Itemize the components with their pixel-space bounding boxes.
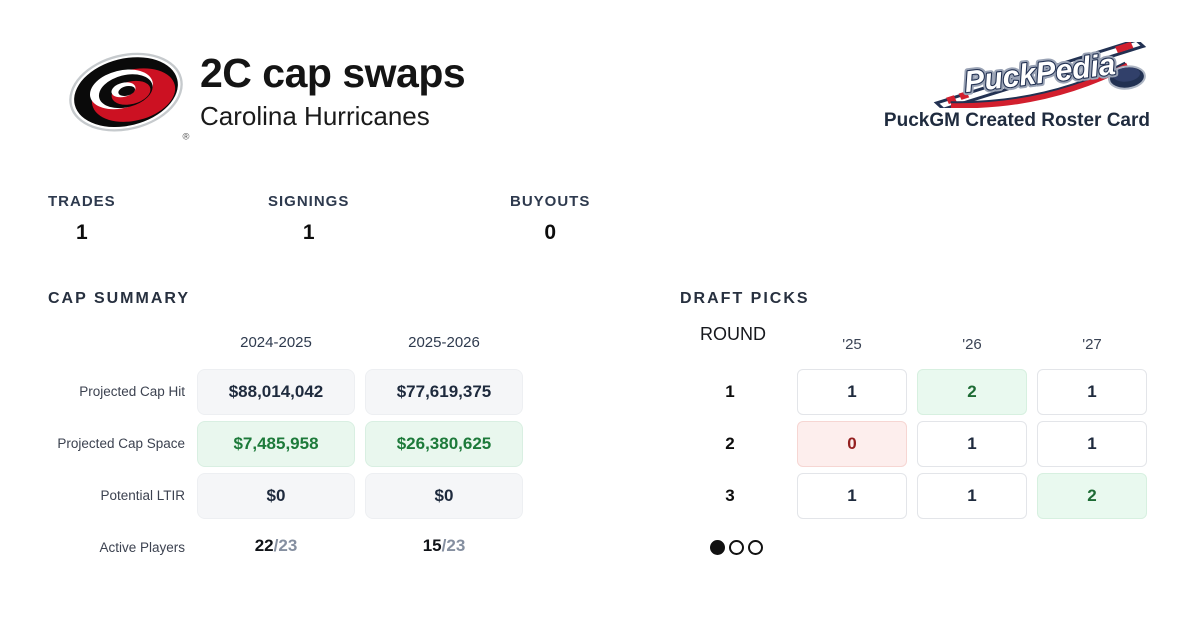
active-players-2024-current: 22: [254, 536, 274, 555]
pick-round3-27: 2: [1037, 473, 1147, 519]
stat-signings-label: SIGNINGS: [268, 193, 350, 210]
stat-trades-value: 1: [75, 221, 88, 244]
brand-wordmark: PuckPedia: [963, 48, 1118, 99]
stat-trades: TRADES 1: [48, 193, 116, 245]
pagination-dot-2[interactable]: [729, 540, 744, 555]
stat-signings: SIGNINGS 1: [268, 193, 349, 245]
pick-round3-26: 1: [917, 473, 1027, 519]
row-label-active-players: Active Players: [99, 540, 185, 555]
pick-round2-26: 1: [917, 421, 1027, 467]
cap-hit-2025-value: $77,619,375: [365, 369, 523, 415]
pick-round1-26: 2: [917, 369, 1027, 415]
hockey-stick-icon: [933, 42, 1147, 108]
row-label-projected-cap-space: Projected Cap Space: [57, 436, 185, 451]
pick-round1-27: 1: [1037, 369, 1147, 415]
ltir-2024-value: $0: [197, 473, 355, 519]
round-3-label: 3: [725, 486, 735, 505]
cap-summary-title: CAP SUMMARY: [48, 290, 191, 307]
active-players-2025-total: /23: [441, 536, 466, 555]
row-label-projected-cap-hit: Projected Cap Hit: [79, 384, 185, 399]
puckpedia-logo[interactable]: PuckPedia PuckPedia: [930, 42, 1152, 108]
registered-mark: ®: [183, 130, 190, 141]
stat-buyouts-value: 0: [544, 221, 557, 244]
row-label-potential-ltir: Potential LTIR: [100, 488, 185, 503]
cap-space-2024-value: $7,485,958: [197, 421, 355, 467]
pick-round1-25: 1: [797, 369, 907, 415]
stat-buyouts-label: BUYOUTS: [510, 193, 591, 210]
pagination-dot-3[interactable]: [748, 540, 763, 555]
year-header-25: '25: [842, 336, 862, 353]
round-1-label: 1: [725, 382, 735, 401]
season-header-2024-2025: 2024-2025: [240, 334, 312, 351]
team-name-subtitle: Carolina Hurricanes: [200, 101, 430, 131]
ltir-2025-value: $0: [365, 473, 523, 519]
cap-hit-2024-value: $88,014,042: [197, 369, 355, 415]
active-players-2025: 15/23: [365, 536, 523, 556]
pick-round2-25: 0: [797, 421, 907, 467]
active-players-2025-current: 15: [422, 536, 442, 555]
draft-picks-title: DRAFT PICKS: [680, 290, 810, 307]
page-title: 2C cap swaps: [200, 50, 466, 96]
year-header-27: '27: [1082, 336, 1102, 353]
stat-buyouts: BUYOUTS 0: [510, 193, 590, 245]
pick-round2-27: 1: [1037, 421, 1147, 467]
active-players-2024: 22/23: [197, 536, 355, 556]
pagination-dot-1[interactable]: [710, 540, 725, 555]
pick-round3-25: 1: [797, 473, 907, 519]
year-header-26: '26: [962, 336, 982, 353]
active-players-2024-total: /23: [273, 536, 298, 555]
brand-tagline: PuckGM Created Roster Card: [883, 110, 1150, 131]
round-2-label: 2: [725, 434, 735, 453]
stat-trades-label: TRADES: [48, 193, 116, 210]
round-column-header: ROUND: [700, 324, 766, 344]
season-header-2025-2026: 2025-2026: [408, 334, 480, 351]
stat-signings-value: 1: [302, 221, 315, 244]
cap-space-2025-value: $26,380,625: [365, 421, 523, 467]
swoosh-underline: [950, 62, 1129, 108]
team-logo-hurricanes-icon: ®: [69, 52, 190, 141]
pagination: [710, 540, 763, 555]
